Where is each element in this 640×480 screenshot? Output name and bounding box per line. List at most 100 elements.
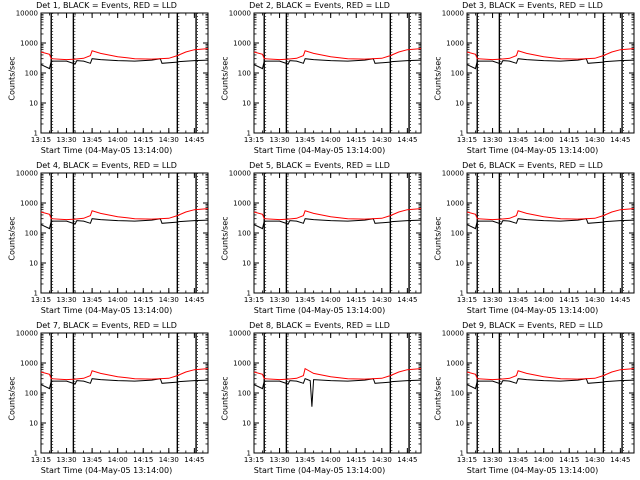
chart-svg: 1 10 100 1000 10000 13:15 13:30 13:45 14:00 14:15… xyxy=(229,10,422,144)
y-tick-label: 1000 xyxy=(233,200,251,208)
y-tick-label: 100 xyxy=(25,230,38,238)
y-tick-label: 1000 xyxy=(446,200,464,208)
x-tick-label: 14:45 xyxy=(610,456,630,464)
x-tick-label: 14:30 xyxy=(159,136,179,144)
y-tick-label: 1000 xyxy=(20,200,38,208)
chart-svg: 1 10 100 1000 10000 13:15 13:30 13:45 14:00 14:15… xyxy=(229,170,422,304)
panel-title: Det 2, BLACK = Events, RED = LLD xyxy=(249,1,390,10)
x-axis-label: Start Time (04-May-05 13:14:00) xyxy=(466,466,599,475)
panel-title: Det 3, BLACK = Events, RED = LLD xyxy=(462,1,603,10)
x-tick-label: 13:15 xyxy=(457,136,477,144)
panel-title: Det 1, BLACK = Events, RED = LLD xyxy=(36,1,177,10)
x-tick-label: 14:00 xyxy=(534,296,554,304)
x-tick-label: 13:30 xyxy=(482,296,502,304)
x-tick-label: 13:45 xyxy=(295,296,315,304)
x-tick-label: 14:30 xyxy=(585,136,605,144)
y-tick-label: 10000 xyxy=(229,10,251,18)
x-axis-label: Start Time (04-May-05 13:14:00) xyxy=(40,466,173,475)
x-tick-label: 13:15 xyxy=(31,296,51,304)
x-tick-label: 14:30 xyxy=(159,456,179,464)
y-tick-label: 1 xyxy=(247,290,251,298)
series-events-line xyxy=(40,378,209,390)
y-tick-label: 10000 xyxy=(229,170,251,178)
x-tick-label: 13:15 xyxy=(457,456,477,464)
y-tick-label: 10000 xyxy=(229,330,251,338)
series-lld-line xyxy=(40,368,209,381)
series-events-line xyxy=(466,218,635,230)
panel-det-6: Det 6, BLACK = Events, RED = LLD Counts/… xyxy=(426,160,639,320)
y-tick-label: 1 xyxy=(247,450,251,458)
x-tick-label: 14:45 xyxy=(184,296,204,304)
chart-svg: 1 10 100 1000 10000 13:15 13:30 13:45 14:00 14:15… xyxy=(16,170,209,304)
x-tick-label: 14:15 xyxy=(346,296,366,304)
x-tick-label: 13:45 xyxy=(508,296,528,304)
chart-svg: 1 10 100 1000 10000 13:15 13:30 13:45 14:00 14:15… xyxy=(16,10,209,144)
x-tick-label: 14:15 xyxy=(559,296,579,304)
x-tick-label: 14:45 xyxy=(184,136,204,144)
x-tick-label: 14:00 xyxy=(534,136,554,144)
series-events-line xyxy=(466,378,635,390)
y-tick-label: 1 xyxy=(460,450,464,458)
x-tick-label: 13:45 xyxy=(82,456,102,464)
chart-svg: 1 10 100 1000 10000 13:15 13:30 13:45 14:00 14:15… xyxy=(442,330,635,464)
panel-det-1: Det 1, BLACK = Events, RED = LLD Counts/… xyxy=(0,0,213,160)
x-tick-label: 14:15 xyxy=(346,456,366,464)
panel-title: Det 9, BLACK = Events, RED = LLD xyxy=(462,321,603,330)
x-tick-label: 13:45 xyxy=(295,456,315,464)
series-lld-line xyxy=(253,48,422,61)
x-axis-label: Start Time (04-May-05 13:14:00) xyxy=(253,306,386,315)
x-tick-label: 14:00 xyxy=(108,296,128,304)
plot-frame xyxy=(466,172,635,294)
y-tick-label: 100 xyxy=(25,390,38,398)
y-tick-label: 10000 xyxy=(16,170,38,178)
y-tick-label: 1 xyxy=(34,130,38,138)
chart-svg: 1 10 100 1000 10000 13:15 13:30 13:45 14:00 14:15… xyxy=(442,10,635,144)
x-tick-label: 13:45 xyxy=(295,136,315,144)
plot-frame xyxy=(466,12,635,134)
panel-det-5: Det 5, BLACK = Events, RED = LLD Counts/… xyxy=(213,160,426,320)
y-tick-label: 100 xyxy=(238,230,251,238)
series-lld-line xyxy=(40,48,209,61)
x-tick-label: 13:15 xyxy=(457,296,477,304)
y-tick-label: 1 xyxy=(34,290,38,298)
y-tick-label: 10 xyxy=(29,420,38,428)
series-lld-line xyxy=(253,367,422,381)
series-lld-line xyxy=(253,208,422,221)
x-tick-label: 14:45 xyxy=(184,456,204,464)
x-tick-label: 14:15 xyxy=(346,136,366,144)
y-tick-label: 100 xyxy=(451,230,464,238)
panel-title: Det 8, BLACK = Events, RED = LLD xyxy=(249,321,390,330)
y-tick-label: 10 xyxy=(242,260,251,268)
x-tick-label: 13:15 xyxy=(31,456,51,464)
x-tick-label: 14:00 xyxy=(321,456,341,464)
y-tick-label: 10000 xyxy=(442,330,464,338)
x-tick-label: 14:45 xyxy=(397,136,417,144)
x-tick-label: 14:45 xyxy=(397,456,417,464)
x-axis-label: Start Time (04-May-05 13:14:00) xyxy=(253,466,386,475)
plot-frame xyxy=(253,12,422,134)
x-tick-label: 14:15 xyxy=(133,136,153,144)
x-tick-label: 14:15 xyxy=(133,456,153,464)
y-tick-label: 1000 xyxy=(233,360,251,368)
plot-frame xyxy=(40,12,209,134)
x-tick-label: 13:30 xyxy=(56,456,76,464)
x-tick-label: 13:45 xyxy=(82,296,102,304)
x-tick-label: 14:00 xyxy=(108,136,128,144)
chart-svg: 1 10 100 1000 10000 13:15 13:30 13:45 14:00 14:15… xyxy=(16,330,209,464)
y-tick-label: 10 xyxy=(455,260,464,268)
x-tick-label: 13:30 xyxy=(482,456,502,464)
x-axis-label: Start Time (04-May-05 13:14:00) xyxy=(466,306,599,315)
x-axis-label: Start Time (04-May-05 13:14:00) xyxy=(40,146,173,155)
x-tick-label: 13:30 xyxy=(56,136,76,144)
panel-det-3: Det 3, BLACK = Events, RED = LLD Counts/… xyxy=(426,0,639,160)
plot-frame xyxy=(40,332,209,454)
x-tick-label: 14:15 xyxy=(559,136,579,144)
y-tick-label: 100 xyxy=(238,70,251,78)
series-events-line xyxy=(253,378,422,407)
x-tick-label: 14:30 xyxy=(372,456,392,464)
y-tick-label: 10000 xyxy=(16,330,38,338)
series-events-line xyxy=(40,58,209,70)
y-tick-label: 10 xyxy=(242,100,251,108)
panel-det-8: Det 8, BLACK = Events, RED = LLD Counts/… xyxy=(213,320,426,480)
